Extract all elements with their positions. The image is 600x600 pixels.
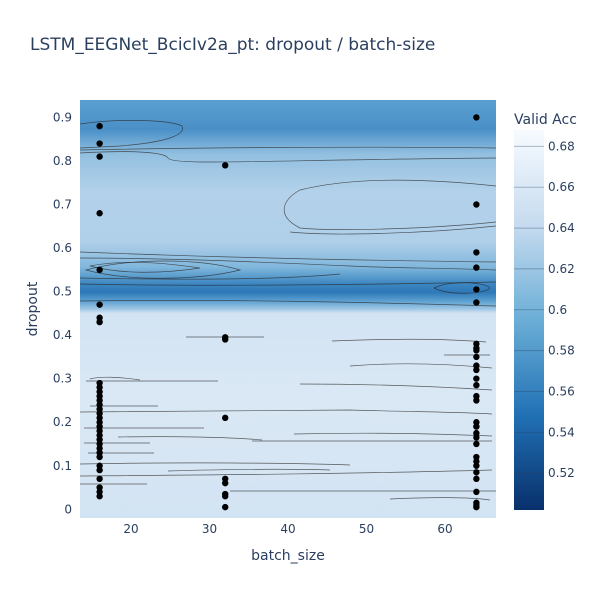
y-tick-label: 0.3	[53, 372, 72, 386]
chart-title: LSTM_EEGNet_BcicIv2a_pt: dropout / batch…	[30, 35, 435, 55]
trial-point	[96, 493, 103, 500]
trial-point	[96, 140, 103, 147]
trial-point	[96, 153, 103, 160]
trial-points	[96, 114, 480, 511]
trial-point	[473, 469, 480, 476]
contour-line	[331, 338, 487, 343]
trial-point	[96, 475, 103, 483]
y-tick-label: 0.8	[53, 154, 72, 168]
trial-point	[222, 336, 229, 343]
contour-field	[80, 100, 496, 518]
x-axis-label: batch_size	[251, 548, 325, 564]
colorbar-tick-label: 0.58	[548, 344, 575, 358]
contour-line	[89, 262, 201, 273]
contour-lines	[80, 120, 496, 501]
trial-point	[96, 453, 103, 461]
contour-line	[389, 497, 491, 501]
colorbar-tick-label: 0.62	[548, 262, 575, 276]
trial-point	[473, 423, 480, 430]
trial-point	[473, 299, 480, 306]
colorbar-tick-label: 0.6	[548, 303, 567, 317]
trial-point	[473, 434, 480, 441]
colorbar-tick-label: 0.66	[548, 180, 575, 194]
x-tick-label: 30	[202, 522, 217, 536]
contour-line	[80, 151, 496, 163]
contour-line	[80, 273, 341, 280]
colorbar-scale	[514, 130, 544, 510]
trial-point	[222, 162, 229, 169]
contour-line	[80, 409, 493, 415]
trial-point	[473, 264, 480, 271]
trial-point	[473, 249, 480, 256]
trial-point	[96, 301, 103, 308]
colorbar-tick-label: 0.68	[548, 139, 575, 153]
y-axis-label: dropout	[25, 281, 41, 336]
contour-line	[80, 251, 496, 263]
trial-point	[473, 366, 480, 374]
contour-line	[283, 189, 496, 230]
trial-point	[96, 466, 103, 474]
y-tick-label: 0.5	[53, 285, 72, 299]
contour-line	[117, 436, 263, 441]
contour-line	[167, 468, 331, 472]
y-tick-label: 0.6	[53, 241, 72, 255]
trial-point	[96, 210, 103, 217]
trial-point	[473, 347, 480, 354]
plot-area	[80, 100, 496, 518]
contour-line	[80, 300, 496, 307]
contour-line	[433, 282, 491, 294]
y-tick-label: 0	[64, 502, 72, 516]
contour-line	[89, 376, 141, 381]
contour-line	[80, 462, 351, 466]
contour-line	[293, 432, 493, 437]
contour-line	[80, 281, 496, 286]
trial-point	[473, 375, 480, 382]
colorbar-tick-label: 0.52	[548, 466, 575, 480]
trial-point	[473, 440, 480, 448]
contour-line	[80, 146, 496, 151]
colorbar-ticks: 0.52 0.54 0.56 0.58 0.6 0.62 0.64 0.66 0.68	[514, 139, 575, 480]
trial-point	[473, 488, 480, 496]
trial-point	[473, 286, 480, 293]
colorbar-tick-label: 0.56	[548, 385, 575, 399]
colorbar: Valid Acc 0.52 0.54 0.56 0.58 0.6 0.62 0.64 0.6…	[514, 112, 577, 510]
y-tick-label: 0.7	[53, 198, 72, 212]
trial-point	[473, 201, 480, 208]
trial-point	[222, 503, 229, 511]
y-tick-label: 0.2	[53, 415, 72, 429]
contour-line	[299, 179, 496, 191]
contour-line	[80, 257, 496, 271]
y-tick-label: 0.1	[53, 459, 72, 473]
trial-point	[473, 462, 480, 469]
trial-point	[222, 414, 229, 422]
trial-point	[473, 114, 480, 121]
contour-line	[299, 383, 493, 391]
trial-point	[473, 475, 480, 483]
x-tick-label: 20	[123, 522, 138, 536]
trial-point	[473, 397, 480, 404]
x-tick-label: 40	[280, 522, 295, 536]
trial-point	[473, 381, 480, 389]
trial-point	[473, 503, 480, 511]
trial-point	[473, 353, 480, 361]
trial-point	[222, 493, 229, 500]
contour-line	[84, 260, 242, 279]
colorbar-tick-label: 0.64	[548, 221, 575, 235]
colorbar-tick-label: 0.54	[548, 425, 575, 439]
trial-point	[96, 122, 103, 130]
trial-point	[222, 479, 229, 487]
contour-line	[80, 469, 493, 477]
x-axis-ticks: 20 30 40 50 60	[123, 522, 452, 536]
y-tick-label: 0.9	[53, 110, 72, 124]
trial-point	[96, 266, 103, 274]
x-tick-label: 60	[437, 522, 452, 536]
contour-line	[80, 120, 183, 149]
trial-point	[96, 318, 103, 326]
y-axis-ticks: 0 0.1 0.2 0.3 0.4 0.5 0.6 0.7 0.8 0.9	[53, 110, 72, 516]
y-tick-label: 0.4	[53, 328, 72, 342]
x-tick-label: 50	[359, 522, 374, 536]
contour-line	[289, 225, 496, 235]
colorbar-title: Valid Acc	[514, 112, 577, 128]
